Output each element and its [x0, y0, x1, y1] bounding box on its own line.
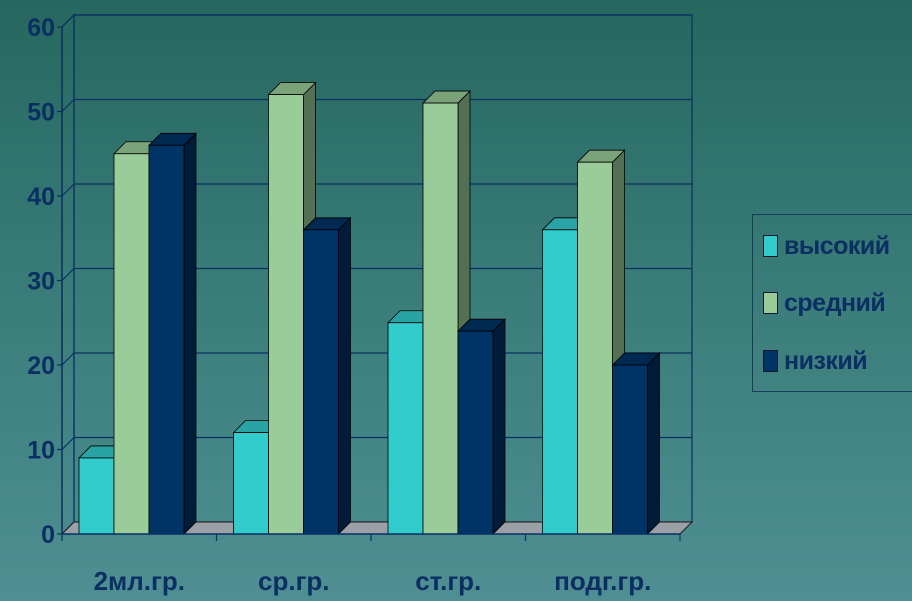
x-tick-label: ст.гр.	[415, 566, 481, 596]
bar-front	[457, 330, 494, 535]
bar-side	[183, 132, 197, 535]
legend-swatch-low	[763, 350, 778, 372]
bar-front	[612, 364, 648, 535]
bar-front	[78, 457, 115, 535]
y-tick-label: 10	[27, 437, 55, 465]
bar-front	[577, 161, 613, 535]
legend-label-low: низкий	[784, 346, 868, 375]
bar-front	[268, 94, 304, 535]
legend-item-medium: средний	[763, 288, 886, 318]
legend-item-low: низкий	[763, 346, 868, 376]
bar-front	[422, 102, 459, 535]
bars	[78, 81, 661, 535]
legend-label-high: высокий	[784, 231, 890, 260]
gridline-side	[61, 437, 75, 450]
bar-side	[647, 352, 660, 535]
legend-swatch-medium	[763, 292, 778, 314]
x-tick-label: 2мл.гр.	[94, 566, 185, 596]
bar-front	[542, 229, 578, 535]
bar-front	[148, 144, 185, 535]
bar-side	[338, 216, 351, 535]
y-tick-label: 50	[27, 99, 55, 127]
bar-front	[233, 432, 269, 535]
bar	[148, 132, 197, 535]
y-tick-label: 40	[27, 183, 55, 211]
bar-front	[303, 229, 339, 535]
legend-item-high: высокий	[763, 231, 890, 261]
bar-front	[113, 153, 150, 535]
x-tick-label: подг.гр.	[554, 566, 651, 596]
bar	[611, 352, 661, 535]
bar	[302, 216, 352, 535]
bar-front	[387, 322, 424, 535]
gridline-side	[61, 268, 75, 281]
legend-label-medium: средний	[784, 288, 886, 317]
gridline-side	[61, 14, 75, 28]
gridline-side	[61, 352, 75, 366]
x-tick-label: ср.гр.	[258, 566, 330, 596]
y-tick-label: 20	[27, 352, 55, 380]
y-axis: 0 10 20 30 40 50 60	[27, 14, 63, 549]
x-axis: 2мл.гр. ср.гр. ст.гр. подг.гр.	[61, 533, 681, 596]
gridline-side	[61, 99, 75, 112]
y-tick-label: 0	[41, 521, 55, 549]
bar-side	[492, 318, 506, 535]
y-tick-label: 30	[27, 268, 55, 296]
legend-swatch-high	[763, 235, 778, 257]
bar	[387, 309, 436, 535]
bar	[422, 90, 471, 535]
legend: высокий средний низкий	[752, 214, 912, 392]
bar	[457, 318, 506, 535]
gridline-side	[61, 183, 75, 197]
y-tick-label: 60	[27, 14, 55, 42]
